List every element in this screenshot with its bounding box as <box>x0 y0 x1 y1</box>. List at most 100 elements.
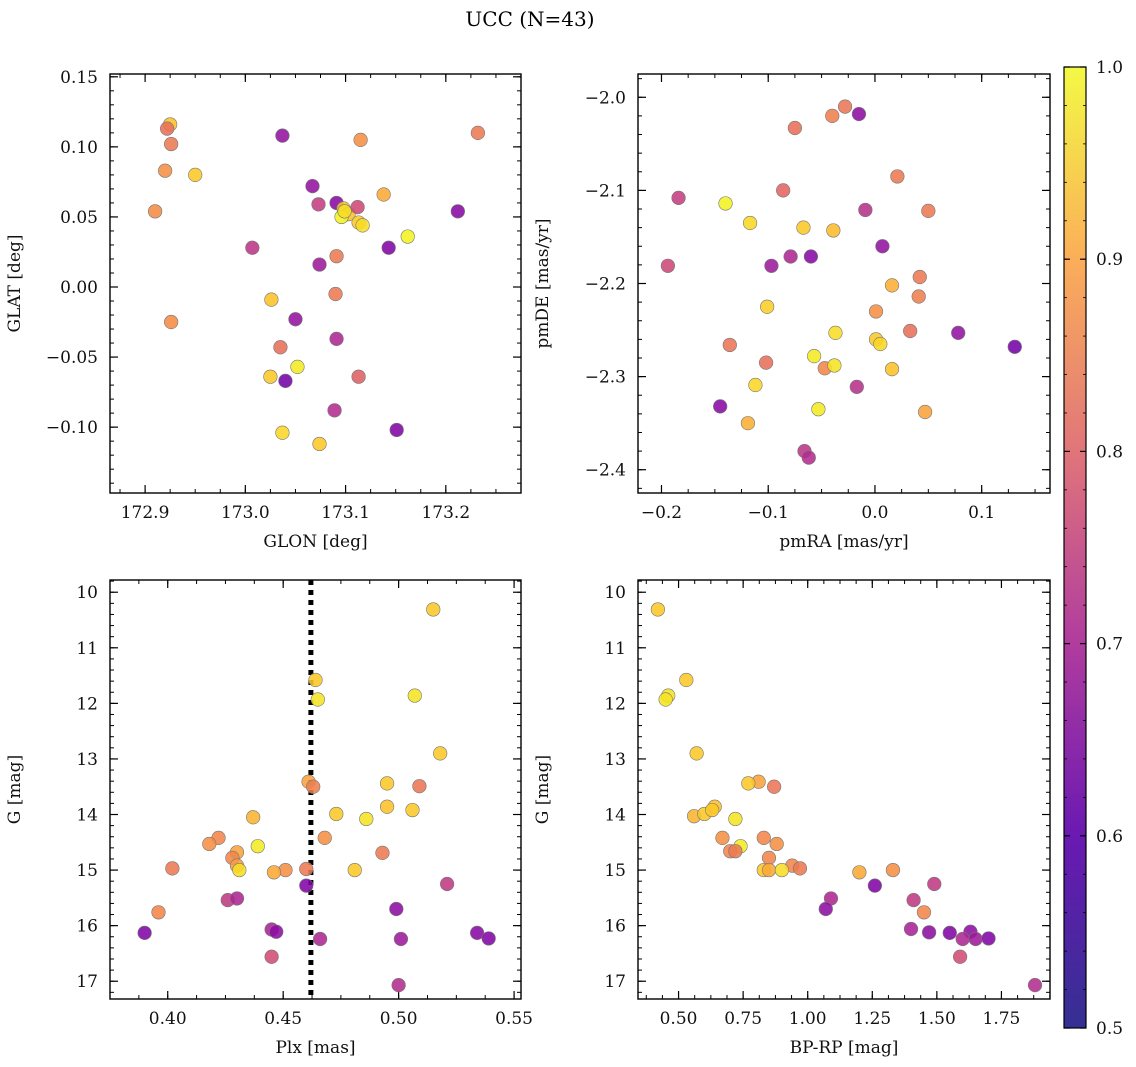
y-tick-label: 17 <box>604 972 626 992</box>
data-point <box>306 779 321 794</box>
x-tick-label: 1.50 <box>918 1009 956 1029</box>
x-tick-label: 0.50 <box>380 1009 418 1029</box>
data-point <box>849 379 864 394</box>
data-point <box>450 204 465 219</box>
data-point <box>164 314 179 330</box>
data-point <box>151 905 166 920</box>
data-point <box>803 249 819 264</box>
data-point <box>818 901 833 917</box>
data-point <box>440 876 455 892</box>
data-point <box>769 836 784 852</box>
data-point <box>776 183 791 198</box>
colorbar-tick-label: 0.6 <box>1096 827 1123 847</box>
panel-bprp-g: 0.50 0.75 1.00 1.25 1.50 1.75 10 11 12 13 14 15 16 17… <box>533 579 1051 1058</box>
data-point <box>916 905 932 920</box>
axes-frame <box>637 73 1051 494</box>
data-point <box>828 325 843 340</box>
data-point <box>273 340 288 355</box>
data-point <box>705 802 720 818</box>
x-axis-label: Plx [mas] <box>275 1038 355 1058</box>
data-point <box>903 921 919 937</box>
data-point <box>355 218 370 233</box>
data-point <box>299 878 314 893</box>
y-tick-label: 14 <box>76 806 98 826</box>
y-tick-label: 10 <box>604 583 626 603</box>
data-point <box>1007 339 1022 354</box>
data-point <box>337 204 352 219</box>
data-point <box>389 422 404 438</box>
data-point <box>263 369 278 384</box>
panel-plx-g: 0.40 0.45 0.50 0.55 10 11 12 13 14 15 16 17 Plx [mas… <box>5 579 533 1058</box>
data-point <box>903 323 918 339</box>
x-tick-label: −0.2 <box>641 503 682 523</box>
x-tick-label: 1.75 <box>983 1009 1021 1029</box>
data-point <box>918 404 933 420</box>
data-point <box>756 830 771 845</box>
panels: 172.9 173.0 173.1 173.2 −0.10 −0.05 0.00 0.05 0.… <box>5 68 1051 1058</box>
data-point <box>299 861 314 877</box>
data-point <box>269 924 284 939</box>
y-tick-label: 0.00 <box>60 278 98 298</box>
y-axis-label: G [mag] <box>5 755 25 824</box>
x-tick-label: 0.55 <box>495 1009 533 1029</box>
y-tick-label: 17 <box>76 972 98 992</box>
data-point <box>347 862 362 878</box>
data-point <box>375 845 390 860</box>
data-point <box>148 204 163 219</box>
y-axis-label: G [mag] <box>533 755 553 824</box>
data-point <box>266 865 282 880</box>
data-point <box>317 830 332 845</box>
data-point <box>742 215 758 231</box>
x-tick-label: 0.45 <box>264 1009 302 1029</box>
data-point <box>426 602 441 617</box>
y-tick-label: −0.10 <box>46 418 98 438</box>
x-tick-label: 0.40 <box>149 1009 187 1029</box>
data-point <box>310 692 325 707</box>
data-point <box>359 811 374 827</box>
data-point <box>873 336 888 352</box>
data-point <box>278 373 293 388</box>
data-point <box>229 891 245 906</box>
data-point <box>875 239 890 254</box>
y-tick-label: −2.0 <box>585 88 626 108</box>
data-point <box>715 830 730 845</box>
colorbar-tick-label: 0.8 <box>1096 442 1123 462</box>
panel-pmra-pmde: −0.2 −0.1 0.0 0.1 −2.0 −2.1 −2.2 −2.3 −2.4 pmRA [… <box>533 73 1051 552</box>
data-point <box>232 862 247 878</box>
data-point <box>852 865 867 880</box>
y-tick-label: 14 <box>604 806 626 826</box>
data-point <box>308 672 323 688</box>
colorbar-tick-label: 0.5 <box>1096 1019 1123 1039</box>
data-point <box>783 249 798 264</box>
data-point <box>381 240 396 255</box>
data-point <box>796 220 811 235</box>
data-point <box>379 799 395 814</box>
data-point <box>867 878 882 893</box>
y-tick-label: −2.2 <box>585 275 626 295</box>
data-point <box>955 931 970 947</box>
data-point <box>826 223 841 238</box>
data-point <box>137 925 152 940</box>
axes-frame <box>109 73 522 494</box>
data-point <box>811 402 826 417</box>
x-tick-label: −0.1 <box>748 503 789 523</box>
y-tick-label: 13 <box>604 750 626 770</box>
data-point <box>650 602 665 617</box>
y-axis-label: pmDE [mas/yr] <box>533 218 553 348</box>
y-tick-label: −2.3 <box>585 368 626 388</box>
x-axis-label: pmRA [mas/yr] <box>779 532 908 552</box>
data-point <box>825 108 840 123</box>
data-point <box>275 425 290 440</box>
colorbar: 0.5 0.6 0.7 0.8 0.9 1.0 <box>1063 58 1123 1039</box>
x-tick-label: 0.1 <box>968 503 995 523</box>
data-point <box>718 196 733 211</box>
y-tick-label: 16 <box>604 917 626 937</box>
data-point <box>722 337 737 353</box>
x-tick-label: 0.0 <box>861 503 888 523</box>
data-point <box>351 369 366 384</box>
data-point <box>327 403 342 418</box>
data-point <box>389 901 404 917</box>
y-tick-label: 0.10 <box>60 138 98 158</box>
data-point <box>165 861 180 876</box>
